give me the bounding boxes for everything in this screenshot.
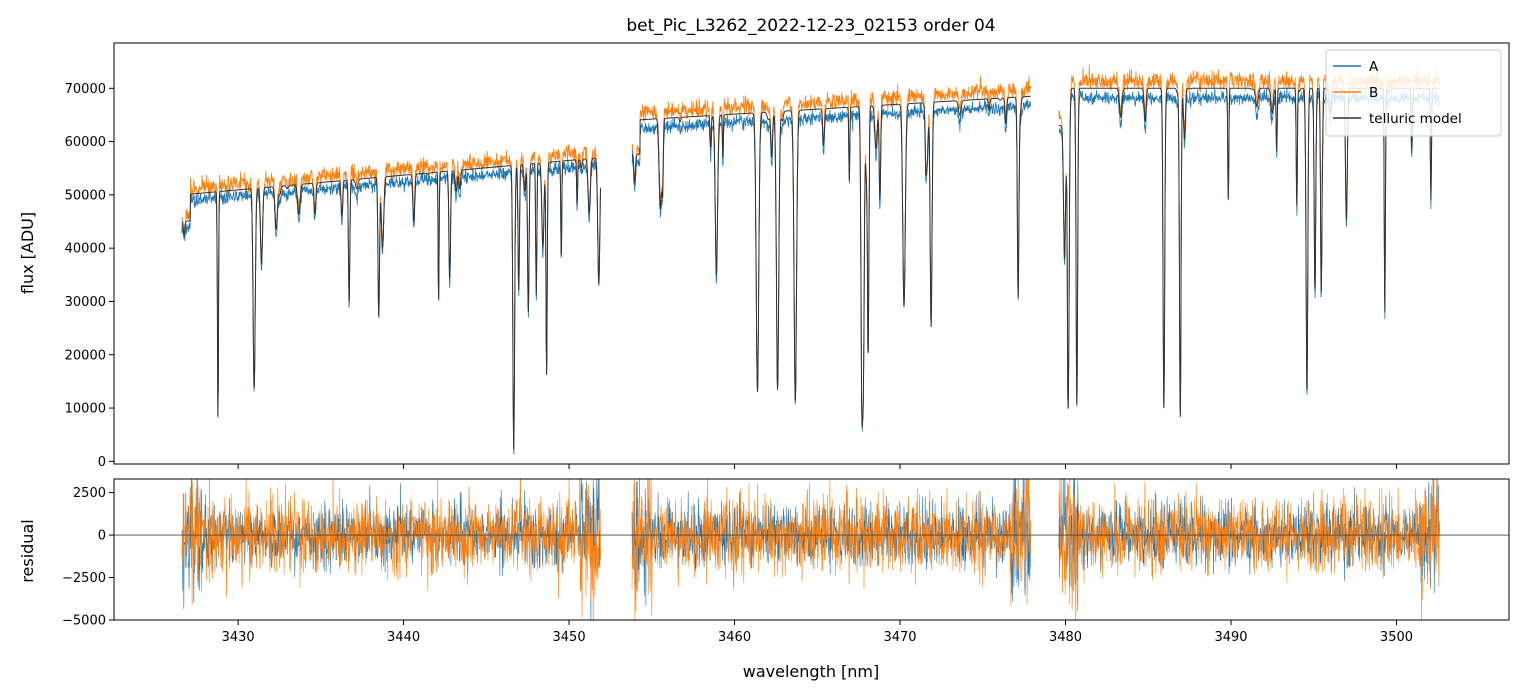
bottom-x-tick-label: 3490 xyxy=(1214,630,1247,645)
legend-label-b: B xyxy=(1369,85,1378,101)
top-y-tick-label: 70000 xyxy=(65,82,106,97)
legend-label-telluric: telluric model xyxy=(1369,111,1462,127)
bottom-x-tick-label: 3470 xyxy=(883,630,916,645)
top-y-tick-label: 50000 xyxy=(65,188,106,203)
top-y-tick-label: 60000 xyxy=(65,135,106,150)
top-axes-frame xyxy=(113,42,1510,465)
bottom-y-axis-label: residual xyxy=(18,519,37,582)
bottom-axes-frame xyxy=(113,478,1510,621)
bottom-y-tick-label: −2500 xyxy=(62,571,106,586)
series-a-line xyxy=(181,88,1440,455)
bottom-x-axis: 3430 3440 3450 3460 3470 3480 3490 3500 xyxy=(222,620,1413,645)
top-y-tick-label: 10000 xyxy=(65,402,106,417)
top-y-axis-label: flux [ADU] xyxy=(18,212,37,294)
legend-label-a: A xyxy=(1369,59,1379,75)
bottom-plot-area xyxy=(114,479,1509,620)
top-y-tick-label: 0 xyxy=(98,455,106,470)
top-y-tick-label: 30000 xyxy=(65,295,106,310)
top-panel: 0 10000 20000 30000 40000 50000 60000 70000 flu… xyxy=(18,42,1510,470)
bottom-x-tick-label: 3460 xyxy=(718,630,751,645)
bottom-x-tick-label: 3500 xyxy=(1380,630,1413,645)
top-y-tick-label: 20000 xyxy=(65,348,106,363)
bottom-panel: 2500 0 −2500 −5000 3430 3440 3450 3460 3470 3480… xyxy=(18,478,1510,681)
x-axis-label: wavelength [nm] xyxy=(743,662,880,681)
bottom-y-tick-label: 2500 xyxy=(73,486,106,501)
bottom-y-tick-label: −5000 xyxy=(62,614,106,629)
legend: A B telluric model xyxy=(1325,49,1502,137)
bottom-x-tick-label: 3440 xyxy=(387,630,420,645)
top-y-axis: 0 10000 20000 30000 40000 50000 60000 70000 xyxy=(65,82,114,470)
bottom-x-tick-label: 3450 xyxy=(553,630,586,645)
top-y-tick-label: 40000 xyxy=(65,242,106,257)
bottom-x-tick-label: 3430 xyxy=(222,630,255,645)
chart-title: bet_Pic_L3262_2022-12-23_02153 order 04 xyxy=(626,16,995,36)
top-plot-area xyxy=(181,64,1440,455)
bottom-y-tick-label: 0 xyxy=(98,529,106,544)
bottom-x-tick-label: 3480 xyxy=(1049,630,1082,645)
bottom-y-axis: 2500 0 −2500 −5000 xyxy=(62,486,114,629)
legend-box xyxy=(1325,49,1502,137)
top-x-axis xyxy=(237,464,1397,469)
telluric-model-line xyxy=(181,87,1440,450)
